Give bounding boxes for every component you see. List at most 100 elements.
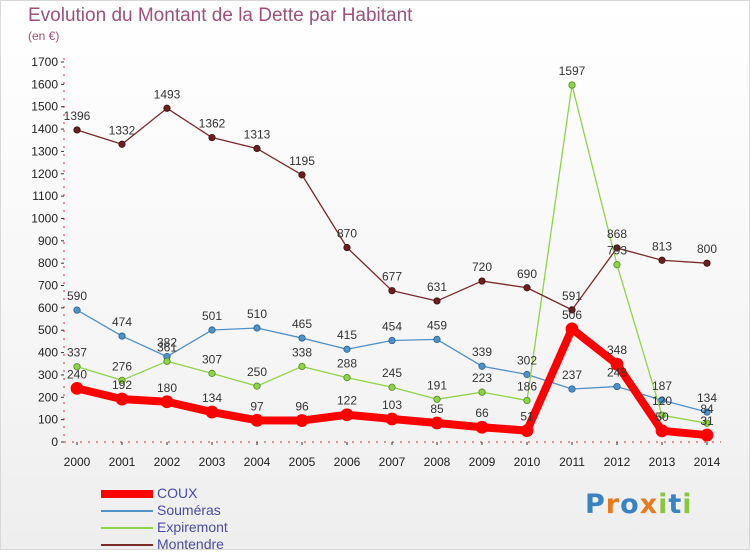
data-label-soumeras: 459 xyxy=(427,318,447,332)
data-label-coux: 348 xyxy=(607,343,627,357)
data-point-soumeras xyxy=(658,396,666,404)
data-label-coux: 103 xyxy=(382,398,402,412)
data-point-soumeras xyxy=(343,345,351,353)
data-label-montendre: 1332 xyxy=(109,123,136,137)
y-tick-label: 200 xyxy=(38,390,58,404)
data-label-expiremont: 120 xyxy=(652,394,672,408)
data-label-montendre: 591 xyxy=(562,289,582,303)
y-tick-label: 1000 xyxy=(31,211,58,225)
data-point-montendre xyxy=(388,287,396,295)
data-point-montendre xyxy=(433,297,441,305)
legend-label: Montendre xyxy=(157,536,224,552)
y-tick-label: 500 xyxy=(38,323,58,337)
data-point-expiremont xyxy=(568,81,576,89)
data-point-expiremont xyxy=(658,411,666,419)
data-label-soumeras: 339 xyxy=(472,345,492,359)
data-point-coux xyxy=(520,424,534,438)
data-point-montendre xyxy=(613,244,621,252)
data-label-soumeras: 590 xyxy=(67,289,87,303)
x-tick-label: 2011 xyxy=(559,455,585,469)
data-label-montendre: 720 xyxy=(472,260,492,274)
x-tick-label: 2008 xyxy=(424,455,451,469)
data-label-coux: 122 xyxy=(337,394,357,408)
y-tick-label: 1200 xyxy=(31,167,58,181)
data-point-coux xyxy=(340,408,354,422)
data-point-expiremont xyxy=(388,383,396,391)
data-label-expiremont: 793 xyxy=(607,244,627,258)
data-label-soumeras: 415 xyxy=(337,328,357,342)
data-label-montendre: 800 xyxy=(697,242,717,256)
data-point-expiremont xyxy=(73,363,81,371)
data-label-soumeras: 474 xyxy=(112,315,132,329)
data-point-expiremont xyxy=(343,374,351,382)
data-point-expiremont xyxy=(703,419,711,427)
data-point-montendre xyxy=(523,284,531,292)
data-label-coux: 240 xyxy=(67,367,87,381)
data-label-coux: 85 xyxy=(430,402,444,416)
y-tick-label: 1100 xyxy=(32,189,58,203)
y-tick-label: 1400 xyxy=(31,122,58,136)
data-label-montendre: 1313 xyxy=(244,128,271,142)
data-point-soumeras xyxy=(568,385,576,393)
data-label-montendre: 1362 xyxy=(199,117,226,131)
data-label-expiremont: 276 xyxy=(112,359,132,373)
data-label-coux: 97 xyxy=(250,399,264,413)
x-tick-label: 2003 xyxy=(199,455,226,469)
data-label-soumeras: 187 xyxy=(652,379,672,393)
data-point-montendre xyxy=(73,126,81,134)
x-tick-label: 2009 xyxy=(469,455,496,469)
logo-letter: o xyxy=(620,489,640,520)
data-point-expiremont xyxy=(208,369,216,377)
data-label-coux: 66 xyxy=(475,406,489,420)
data-label-montendre: 1195 xyxy=(289,154,315,168)
data-label-soumeras: 510 xyxy=(247,307,267,321)
data-point-montendre xyxy=(298,171,306,179)
x-tick-label: 2004 xyxy=(244,455,271,469)
data-label-expiremont: 288 xyxy=(337,357,357,371)
data-point-coux xyxy=(70,381,84,395)
data-point-expiremont xyxy=(163,357,171,365)
data-point-soumeras xyxy=(523,370,531,379)
data-point-expiremont xyxy=(613,261,621,269)
data-point-montendre xyxy=(208,133,216,142)
data-label-montendre: 813 xyxy=(652,239,672,253)
y-tick-label: 800 xyxy=(38,256,58,270)
data-label-soumeras: 382 xyxy=(157,336,177,350)
data-point-montendre xyxy=(118,140,126,148)
data-point-coux xyxy=(115,392,129,406)
data-point-soumeras xyxy=(118,332,126,340)
data-label-expiremont: 307 xyxy=(202,352,222,366)
x-tick-label: 2007 xyxy=(379,455,406,469)
data-label-expiremont: 337 xyxy=(67,346,87,360)
x-tick-label: 2012 xyxy=(604,455,631,469)
data-point-montendre xyxy=(478,277,486,285)
chart-subtitle: (en €) xyxy=(28,29,60,43)
logo-letter: P xyxy=(585,489,606,520)
data-label-expiremont: 223 xyxy=(472,371,492,385)
data-point-expiremont xyxy=(478,388,486,396)
y-tick-label: 1500 xyxy=(31,100,58,114)
data-point-montendre xyxy=(568,306,576,314)
data-label-soumeras: 237 xyxy=(562,368,582,382)
logo-letter: i xyxy=(682,489,693,520)
y-tick-label: 100 xyxy=(38,413,58,427)
x-tick-label: 2001 xyxy=(109,455,136,469)
data-point-soumeras xyxy=(433,335,441,343)
logo-letter: t xyxy=(668,489,683,520)
data-label-coux: 506 xyxy=(562,308,582,322)
data-point-montendre xyxy=(658,256,666,264)
data-label-coux: 134 xyxy=(202,391,222,405)
data-label-expiremont: 361 xyxy=(157,340,177,354)
data-label-soumeras: 454 xyxy=(382,320,402,334)
y-tick-label: 1700 xyxy=(31,55,58,69)
data-point-soumeras xyxy=(388,336,396,345)
data-point-montendre xyxy=(703,259,711,267)
data-label-expiremont: 1597 xyxy=(559,64,586,78)
data-label-expiremont: 245 xyxy=(382,366,402,380)
data-point-soumeras xyxy=(208,326,216,334)
data-point-coux xyxy=(700,428,714,442)
logo-letter: x xyxy=(639,489,659,520)
data-point-coux xyxy=(610,357,624,371)
x-tick-label: 2010 xyxy=(514,455,541,469)
data-label-coux: 96 xyxy=(295,400,309,414)
